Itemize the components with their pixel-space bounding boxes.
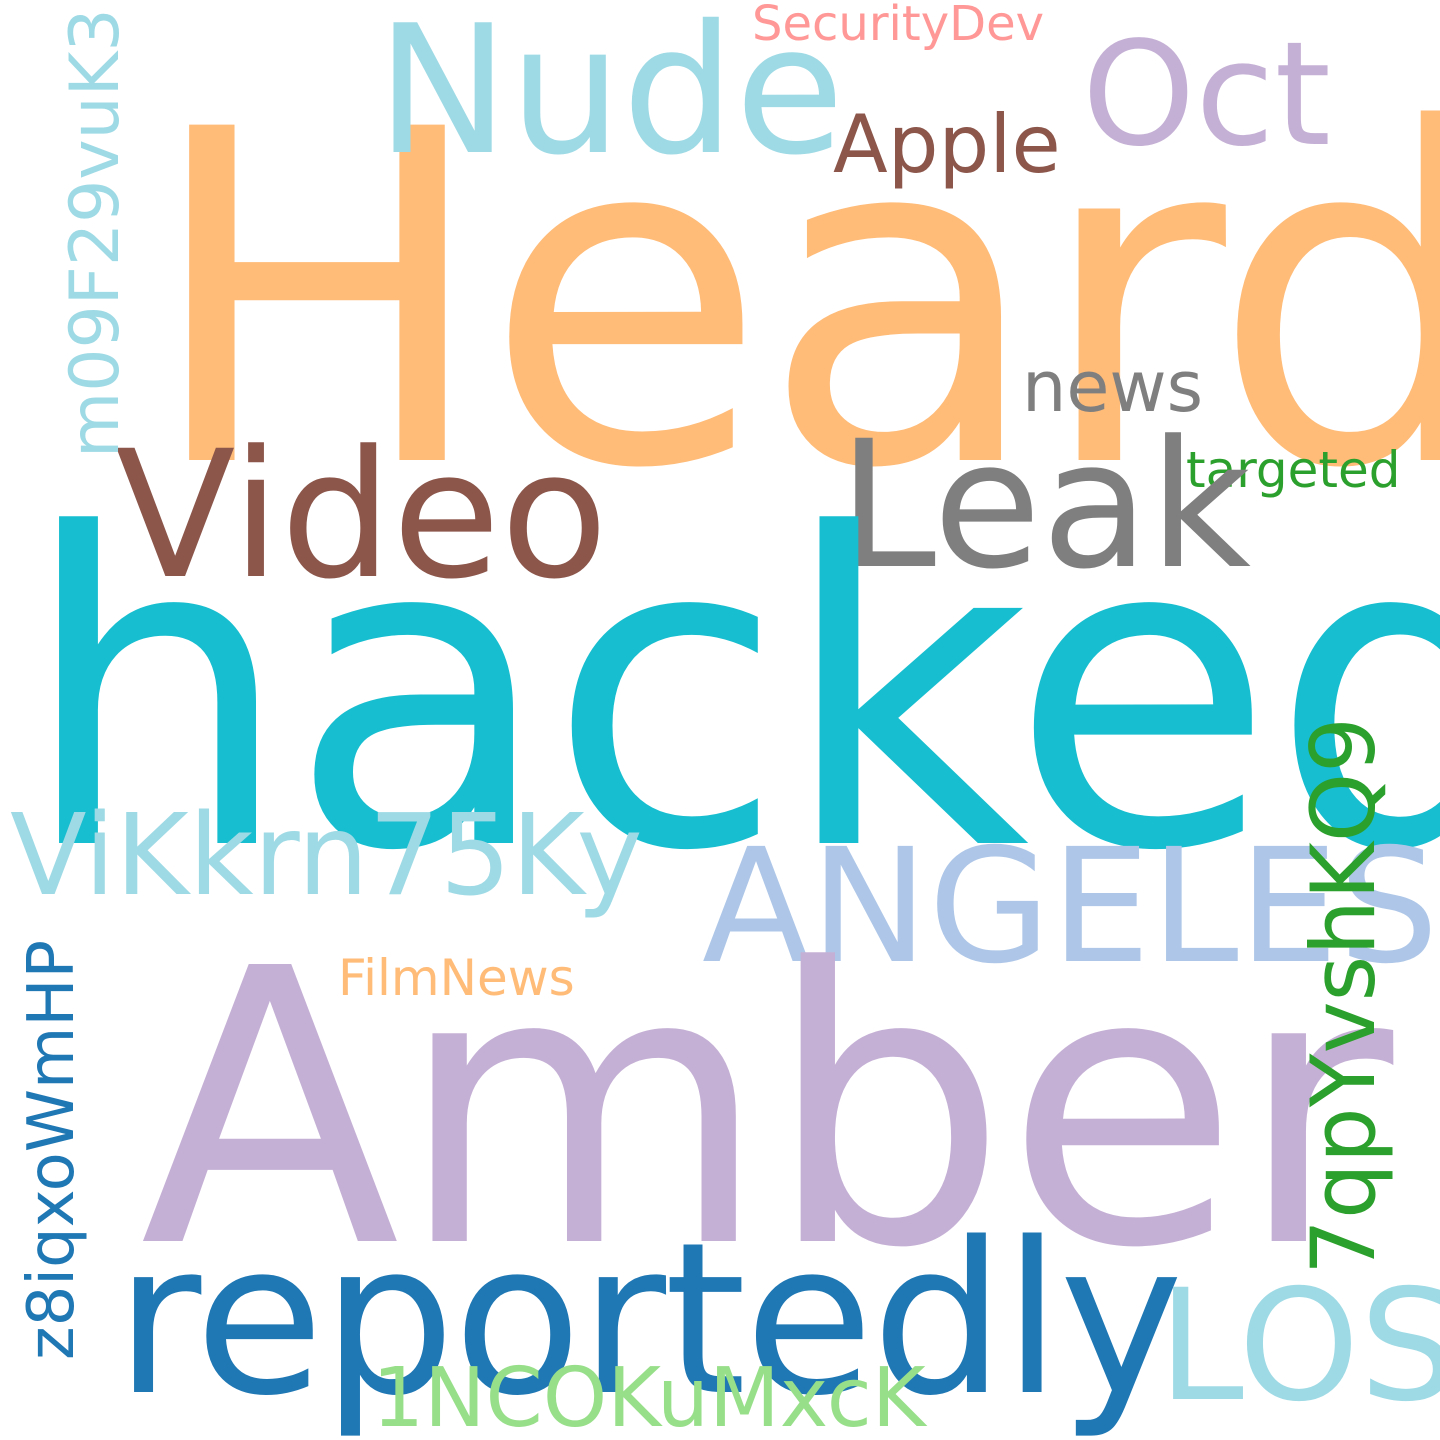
word-filmnews: FilmNews xyxy=(338,949,575,1007)
word-angeles: ANGELES xyxy=(702,815,1439,999)
word-securitydev: SecurityDev xyxy=(752,0,1045,52)
word-reportedly: reportedly xyxy=(115,1197,1184,1440)
word-apple: Apple xyxy=(833,98,1061,191)
word-amber: Amber xyxy=(140,888,1393,1331)
word-z8iqxowmhp: z8iqxoWmHP xyxy=(15,939,89,1360)
word-targeted: targeted xyxy=(1186,441,1401,499)
word-video: Video xyxy=(115,413,609,618)
word-vikkrn75ky: ViKkrn75Ky xyxy=(10,791,643,921)
word-hacked: hacked xyxy=(20,445,1440,945)
word-oct: Oct xyxy=(1082,10,1331,178)
word-nude: Nude xyxy=(376,0,845,194)
word-7qpyvshkq9: 7qpYvshKQ9 xyxy=(1292,716,1395,1275)
word-heard: Heard xyxy=(144,34,1440,569)
word-1ncokumxck: 1NCOKuMxcK xyxy=(372,1351,926,1440)
word-leak: Leak xyxy=(838,403,1252,608)
word-news: news xyxy=(1022,346,1204,428)
word-m09f29vuk3: m09F29vuK3 xyxy=(56,8,135,458)
word-los: LOS xyxy=(1158,1257,1440,1436)
